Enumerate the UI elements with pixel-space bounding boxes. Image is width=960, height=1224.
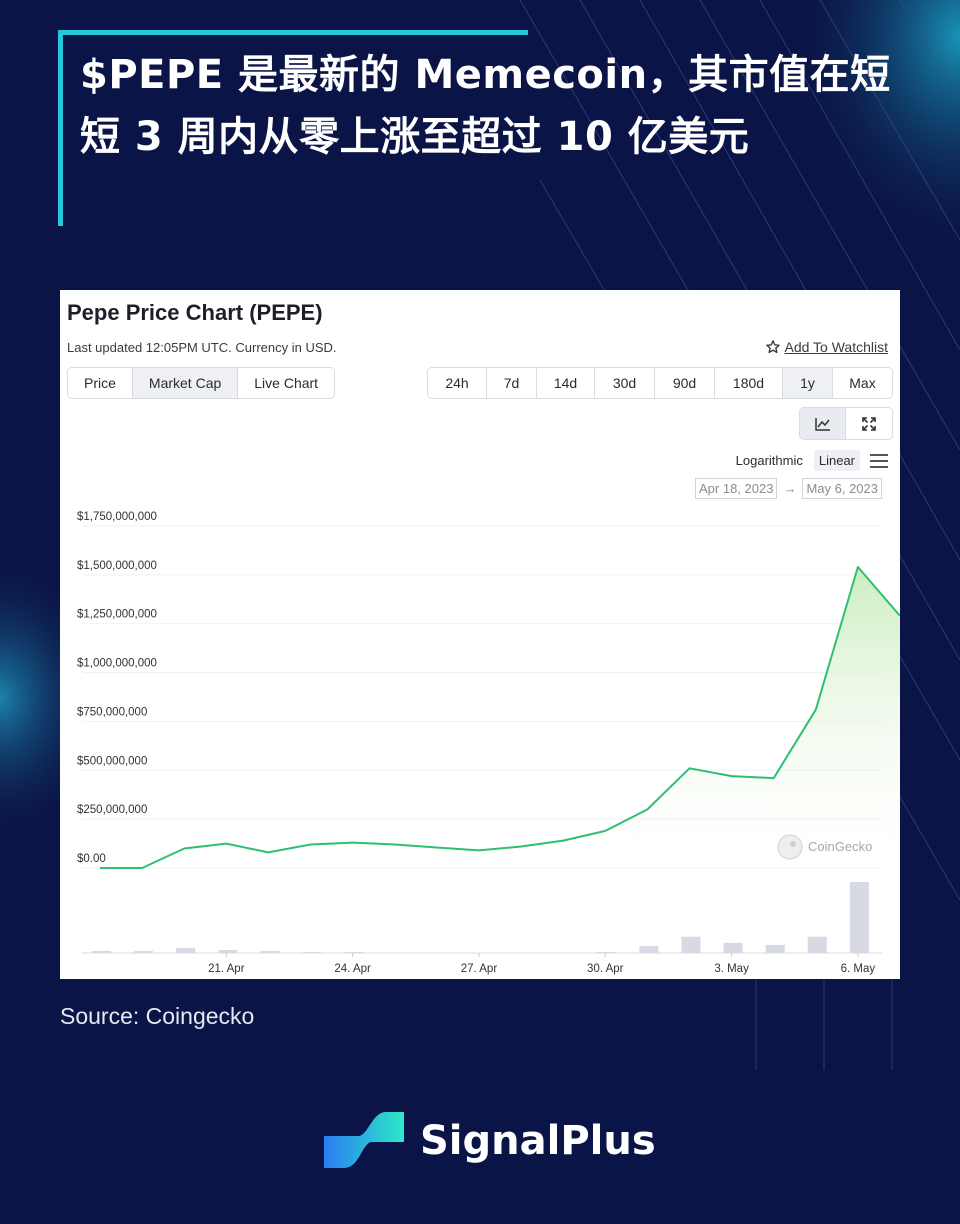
volume-bar xyxy=(218,949,238,953)
range-1y[interactable]: 1y xyxy=(783,368,833,398)
signalplus-logo-icon xyxy=(324,1112,404,1168)
watermark-text: CoinGecko xyxy=(808,839,872,854)
x-tick-label: 30. Apr xyxy=(587,963,624,975)
x-tick-label: 3. May xyxy=(714,963,749,975)
arrow-right-icon: → xyxy=(783,481,797,496)
scale-linear[interactable]: Linear xyxy=(813,450,860,471)
volume-bar xyxy=(344,951,364,953)
x-tick-label: 21. Apr xyxy=(208,963,245,975)
y-tick-label: $1,000,000,000 xyxy=(77,658,157,670)
y-tick-label: $0.00 xyxy=(77,853,106,865)
market-cap-chart: $0.00 $250,000,000 $500,000,000 $750,000,00… xyxy=(77,511,900,975)
volume-bar xyxy=(134,950,154,953)
range-14d[interactable]: 14d xyxy=(537,368,595,398)
y-tick-label: $500,000,000 xyxy=(77,755,147,767)
date-from-input[interactable]: Apr 18, 2023 xyxy=(695,478,778,499)
time-range-selector: 24h 7d 14d 30d 90d 180d 1y Max xyxy=(427,367,893,399)
range-7d[interactable]: 7d xyxy=(487,368,537,398)
watchlist-label: Add To Watchlist xyxy=(784,339,889,355)
headline-accent-left xyxy=(58,30,63,226)
range-24h[interactable]: 24h xyxy=(428,368,487,398)
x-tick-label: 6. May xyxy=(841,963,876,975)
source-note: Source: Coingecko xyxy=(60,1003,255,1029)
x-tick-label: 24. Apr xyxy=(334,963,371,975)
line-view-button[interactable] xyxy=(800,408,846,439)
headline-accent-top xyxy=(58,30,528,35)
headline: $PEPE 是最新的 Memecoin，其市值在短短 3 周内从零上涨至超过 1… xyxy=(80,52,891,160)
watchlist-link[interactable]: Add To Watchlist xyxy=(765,339,889,355)
date-to-input[interactable]: May 6, 2023 xyxy=(802,478,882,499)
volume-bar xyxy=(807,936,827,953)
y-tick-label: $1,750,000,000 xyxy=(77,511,157,523)
y-tick-label: $250,000,000 xyxy=(77,804,147,816)
scale-logarithmic[interactable]: Logarithmic xyxy=(735,453,803,468)
market-cap-area xyxy=(100,567,900,868)
view-toggle xyxy=(799,407,893,440)
chart-type-tabs: Price Market Cap Live Chart xyxy=(67,367,336,399)
brand-logo: SignalPlus xyxy=(322,1110,656,1172)
volume-bar xyxy=(681,936,701,953)
menu-icon[interactable] xyxy=(870,453,888,468)
panel-subtitle: Last updated 12:05PM UTC. Currency in US… xyxy=(67,340,337,355)
scale-selector: Logarithmic Linear xyxy=(731,450,888,471)
fullscreen-button[interactable] xyxy=(846,408,892,439)
y-tick-label: $750,000,000 xyxy=(77,706,147,718)
x-tick-label: 27. Apr xyxy=(461,963,498,975)
market-cap-line xyxy=(100,566,900,869)
y-tick-label: $1,500,000,000 xyxy=(77,560,157,572)
volume-bar xyxy=(92,950,111,953)
volume-bar xyxy=(302,951,322,953)
volume-bar xyxy=(849,882,869,953)
star-icon xyxy=(765,340,780,354)
brand-name: SignalPlus xyxy=(420,1118,656,1164)
chart-panel: Pepe Price Chart (PEPE) Last updated 12:… xyxy=(60,290,900,979)
range-30d[interactable]: 30d xyxy=(595,368,655,398)
volume-bar xyxy=(765,944,785,953)
range-180d[interactable]: 180d xyxy=(715,368,783,398)
line-chart-icon xyxy=(814,417,830,431)
tab-market-cap[interactable]: Market Cap xyxy=(132,368,239,398)
tab-live-chart[interactable]: Live Chart xyxy=(238,368,335,398)
date-range: Apr 18, 2023 → May 6, 2023 xyxy=(695,478,882,499)
volume-bar xyxy=(176,947,196,953)
y-tick-label: $1,250,000,000 xyxy=(77,609,157,621)
volume-bar xyxy=(639,945,659,953)
coingecko-watermark: CoinGecko xyxy=(777,834,872,860)
range-90d[interactable]: 90d xyxy=(655,368,715,398)
panel-title: Pepe Price Chart (PEPE) xyxy=(67,300,323,325)
tab-price[interactable]: Price xyxy=(68,368,133,398)
expand-icon xyxy=(862,416,876,431)
range-max[interactable]: Max xyxy=(833,368,892,398)
volume-bar xyxy=(723,942,743,953)
volume-bar xyxy=(260,950,280,953)
volume-bar xyxy=(597,951,617,953)
